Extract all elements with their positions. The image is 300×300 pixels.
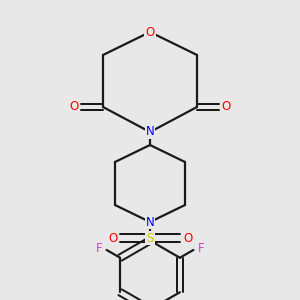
Text: N: N xyxy=(146,125,154,139)
Text: S: S xyxy=(146,232,154,244)
Text: F: F xyxy=(198,242,204,255)
Text: O: O xyxy=(146,26,154,38)
Text: O: O xyxy=(70,100,79,113)
Text: O: O xyxy=(183,232,192,244)
Text: O: O xyxy=(108,232,117,244)
Text: N: N xyxy=(146,215,154,229)
Text: F: F xyxy=(96,242,102,255)
Text: O: O xyxy=(221,100,230,113)
